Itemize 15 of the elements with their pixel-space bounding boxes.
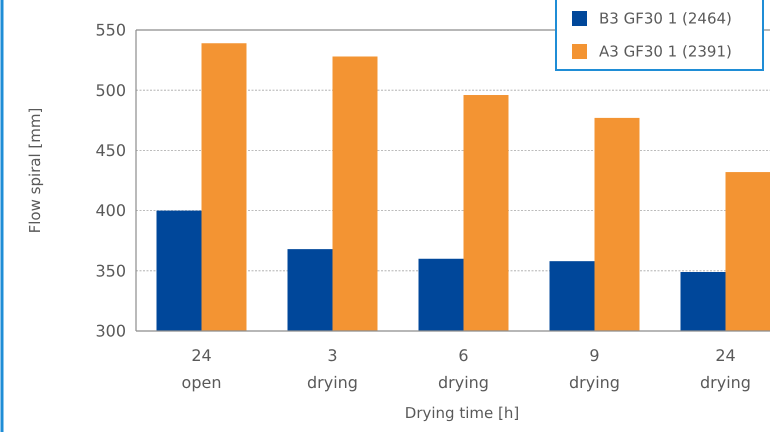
y-tick-label: 500 [95, 80, 126, 100]
x-tick-label: 3 drying [307, 346, 358, 392]
y-axis-title: Flow spiral [mm] [26, 108, 44, 234]
x-axis-title: Drying time [h] [404, 404, 520, 422]
x-tick-label: 24 open [182, 346, 222, 392]
legend-label: B3 GF30 1 (2464) [599, 9, 732, 28]
y-tick-label: 550 [95, 20, 126, 40]
legend-label: A3 GF30 1 (2391) [599, 42, 732, 60]
y-tick-label: 450 [95, 141, 126, 160]
y-tick-label: 400 [95, 201, 126, 220]
x-tick-label: 24 drying [700, 346, 751, 392]
y-tick-label: 350 [95, 261, 126, 280]
y-tick-label: 300 [95, 322, 126, 341]
x-tick-label: 6 drying [438, 346, 489, 392]
x-tick-label: 9 drying [569, 346, 620, 392]
